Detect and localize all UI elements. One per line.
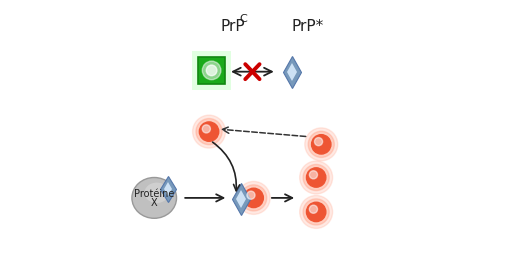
Ellipse shape — [132, 178, 177, 218]
Circle shape — [300, 196, 333, 229]
Circle shape — [199, 122, 219, 142]
Circle shape — [202, 125, 211, 133]
Text: PrP: PrP — [220, 19, 245, 34]
Circle shape — [306, 202, 326, 222]
Circle shape — [237, 182, 270, 215]
Circle shape — [244, 188, 263, 208]
Text: C: C — [239, 14, 247, 24]
Circle shape — [310, 205, 318, 213]
FancyBboxPatch shape — [192, 51, 231, 91]
Text: Protéine: Protéine — [134, 188, 175, 199]
Circle shape — [196, 119, 222, 145]
Circle shape — [300, 161, 333, 194]
Circle shape — [315, 138, 322, 146]
FancyBboxPatch shape — [198, 58, 225, 84]
Circle shape — [303, 199, 329, 225]
Circle shape — [241, 185, 267, 211]
Circle shape — [202, 62, 221, 80]
Text: PrP*: PrP* — [292, 19, 324, 34]
Ellipse shape — [145, 183, 169, 203]
Circle shape — [310, 171, 318, 179]
Circle shape — [207, 66, 217, 76]
Circle shape — [306, 168, 326, 187]
Circle shape — [303, 165, 329, 191]
Circle shape — [247, 191, 255, 199]
Circle shape — [312, 135, 331, 154]
Circle shape — [193, 116, 226, 149]
Circle shape — [305, 128, 338, 161]
FancyArrowPatch shape — [213, 142, 239, 191]
Text: X: X — [151, 198, 158, 208]
Circle shape — [308, 132, 334, 158]
